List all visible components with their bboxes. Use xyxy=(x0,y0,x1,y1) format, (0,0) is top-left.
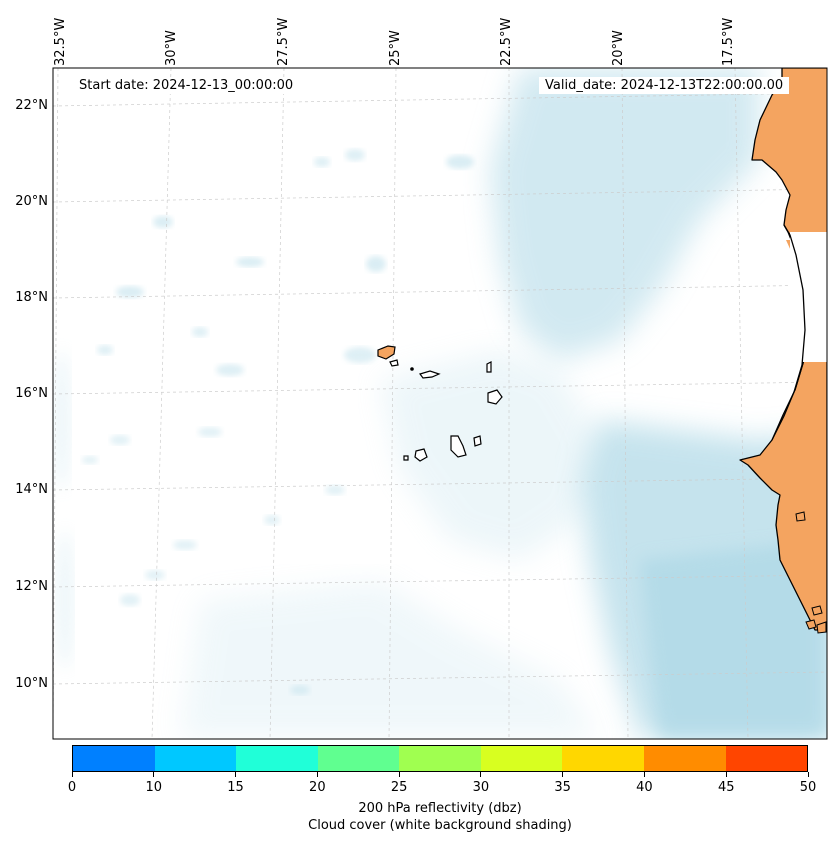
colorbar xyxy=(72,745,808,772)
island-maio xyxy=(473,435,482,447)
colorbar-tick-label: 15 xyxy=(227,780,244,795)
colorbar-tick xyxy=(725,772,727,777)
colorbar-segment xyxy=(562,746,644,771)
colorbar-tick-label: 40 xyxy=(636,780,653,795)
island-brava xyxy=(403,455,409,461)
island-fogo xyxy=(414,448,428,462)
colorbar-tick-label: 10 xyxy=(145,780,163,795)
colorbar-segment xyxy=(480,746,563,771)
valid-date-label: Valid_date: 2024-12-13T22:00:00.00 xyxy=(539,77,790,94)
lat-label-20n: 20°N xyxy=(15,194,48,209)
lon-label-17-5w: 17.5°W xyxy=(721,17,736,66)
colorbar-segment xyxy=(73,746,155,771)
colorbar-tick xyxy=(807,772,809,777)
cape-verde-islands xyxy=(377,345,503,462)
island-sal xyxy=(486,361,492,373)
lon-label-27-5w: 27.5°W xyxy=(276,17,291,66)
colorbar-tick xyxy=(562,772,564,777)
colorbar-segment xyxy=(154,746,237,771)
graticule xyxy=(53,68,827,739)
lon-label-20w: 20°W xyxy=(611,30,626,66)
colorbar-segment xyxy=(236,746,318,771)
colorbar-tick xyxy=(71,772,73,777)
colorbar-tick-label: 45 xyxy=(717,780,735,795)
lon-label-32-5w: 32.5°W xyxy=(53,17,68,66)
colorbar-segment xyxy=(643,746,726,771)
colorbar-segment xyxy=(399,746,481,771)
lon-label-30w: 30°W xyxy=(164,30,179,66)
island-boa-vista xyxy=(487,389,503,405)
colorbar-title: 200 hPa reflectivity (dbz) xyxy=(358,801,522,816)
cloud-cover-layer xyxy=(54,68,827,739)
lat-label-12n: 12°N xyxy=(15,579,48,594)
island-santo-antao xyxy=(377,345,396,360)
colorbar-tick-label: 25 xyxy=(390,780,408,795)
lat-label-10n: 10°N xyxy=(15,676,48,691)
map-frame xyxy=(52,67,828,740)
lat-label-16n: 16°N xyxy=(15,386,48,401)
lon-label-25w: 25°W xyxy=(388,30,403,66)
colorbar-tick-label: 35 xyxy=(554,780,571,795)
colorbar-tick xyxy=(153,772,155,777)
colorbar-segment xyxy=(317,746,400,771)
colorbar-tick xyxy=(480,772,482,777)
island-sao-nicolau xyxy=(419,370,441,379)
colorbar-tick xyxy=(398,772,400,777)
island-santiago xyxy=(450,435,467,458)
start-date-label: Start date: 2024-12-13_00:00:00 xyxy=(73,77,300,94)
island-sao-vicente xyxy=(389,359,399,367)
lat-label-14n: 14°N xyxy=(15,482,48,497)
colorbar-tick-label: 50 xyxy=(799,780,817,795)
lon-label-22-5w: 22.5°W xyxy=(499,17,514,66)
colorbar-tick-label: 20 xyxy=(309,780,326,795)
colorbar-tick xyxy=(316,772,318,777)
colorbar-tick xyxy=(235,772,237,777)
colorbar-segment xyxy=(725,746,808,771)
colorbar-tick-label: 30 xyxy=(472,780,490,795)
colorbar-tick-label: 0 xyxy=(67,780,77,795)
colorbar-subtitle: Cloud cover (white background shading) xyxy=(308,818,572,833)
lat-label-22n: 22°N xyxy=(15,98,48,113)
lat-label-18n: 18°N xyxy=(15,290,48,305)
colorbar-tick xyxy=(643,772,645,777)
